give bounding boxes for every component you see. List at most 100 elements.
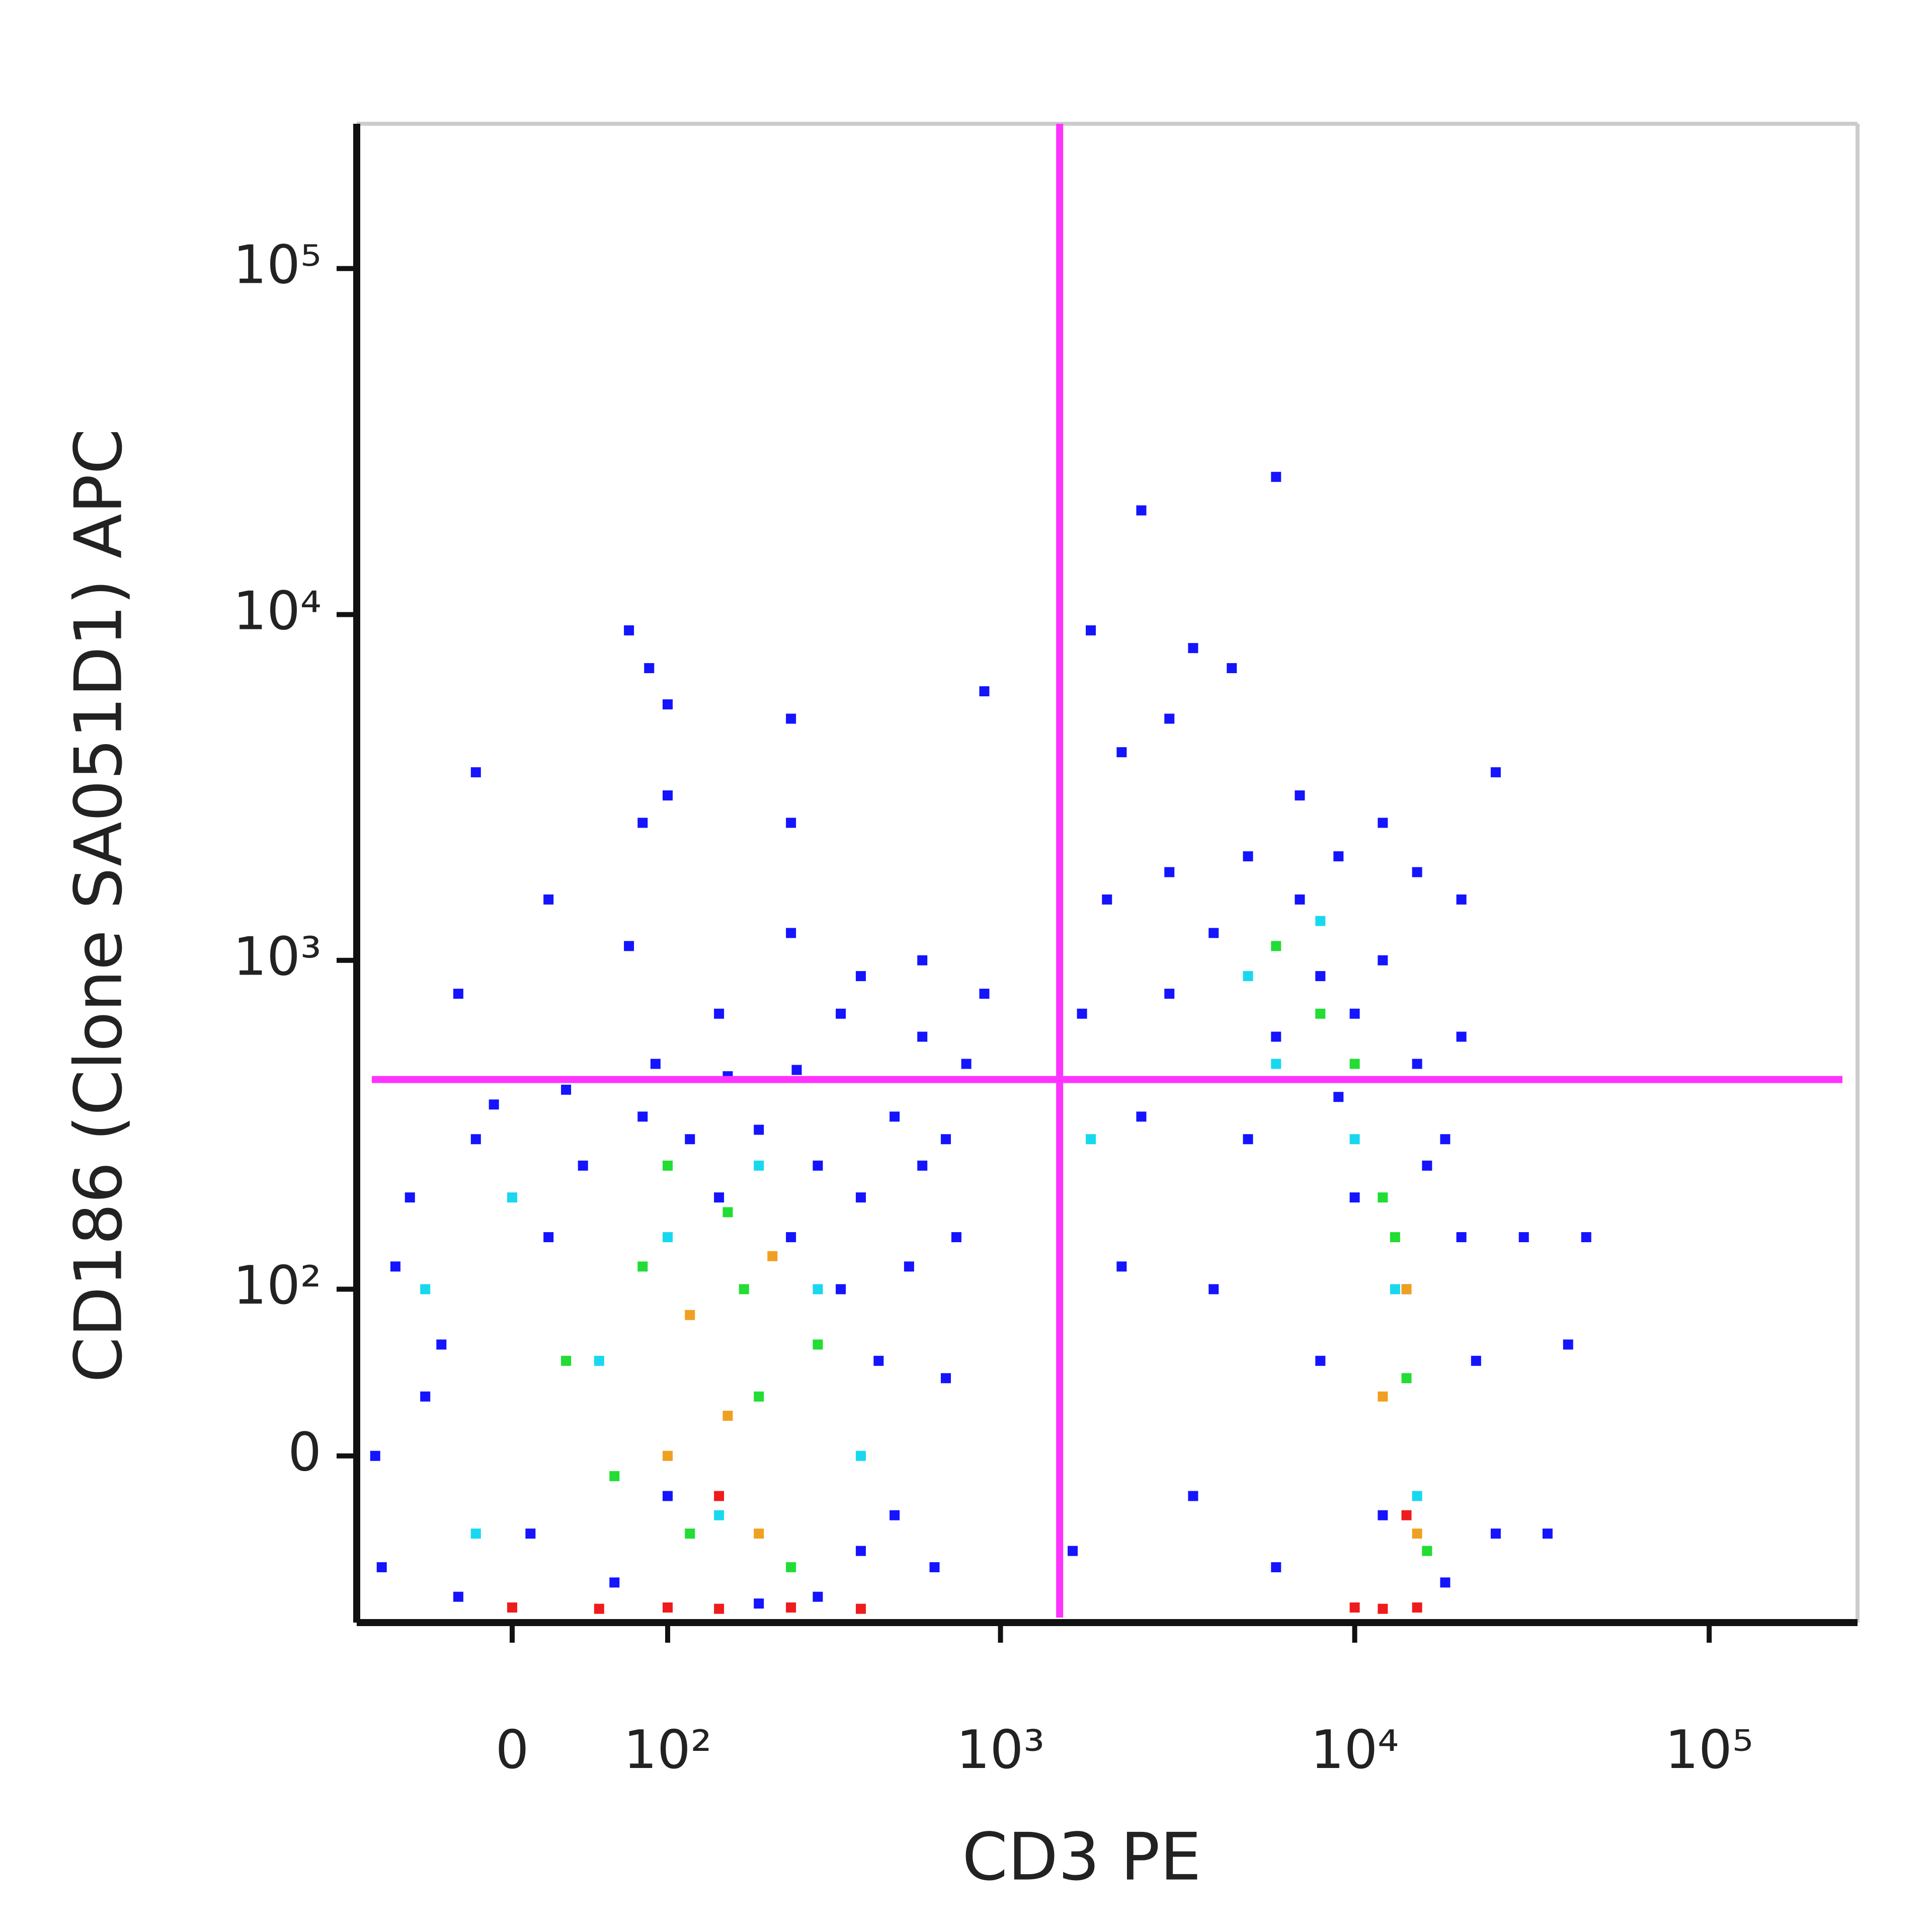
point (453, 1591, 463, 1602)
point (1295, 790, 1305, 800)
point (904, 1261, 914, 1272)
point (722, 1410, 733, 1421)
point (624, 941, 634, 951)
point (1390, 1284, 1400, 1295)
point (714, 1008, 725, 1019)
point (470, 1134, 481, 1145)
point (390, 1261, 400, 1272)
point (609, 1577, 620, 1588)
point (1349, 1134, 1360, 1145)
point (1401, 1510, 1412, 1520)
point (1086, 1134, 1096, 1145)
point (663, 699, 673, 709)
point (786, 1232, 796, 1242)
point (1412, 1059, 1422, 1069)
point (1271, 941, 1281, 951)
point (578, 1160, 588, 1171)
point (663, 1451, 673, 1461)
point (1518, 1232, 1529, 1242)
point (1378, 955, 1388, 965)
point (525, 1528, 536, 1539)
point (1456, 1031, 1467, 1042)
point (663, 1232, 673, 1242)
point (836, 1008, 846, 1019)
point (979, 686, 990, 697)
point (1333, 1092, 1344, 1102)
point (714, 1192, 725, 1203)
point (663, 1160, 673, 1171)
point (1315, 1355, 1326, 1366)
point (1456, 894, 1467, 905)
point (1271, 1562, 1281, 1573)
point (470, 1528, 481, 1539)
point (1243, 851, 1253, 862)
point (786, 1602, 796, 1613)
point (609, 1471, 620, 1481)
point (1378, 1510, 1388, 1520)
point (917, 1160, 928, 1171)
point (1378, 1192, 1388, 1203)
point (1349, 1008, 1360, 1019)
point (637, 1111, 648, 1122)
point (1456, 1232, 1467, 1242)
point (507, 1602, 518, 1613)
point (685, 1310, 695, 1320)
point (543, 894, 554, 905)
point (890, 1111, 900, 1122)
point (1243, 1134, 1253, 1145)
point (1136, 505, 1147, 516)
point (855, 1192, 866, 1203)
point (813, 1339, 823, 1350)
point (453, 989, 463, 999)
point (663, 1602, 673, 1613)
point (1315, 971, 1326, 982)
point (685, 1134, 695, 1145)
point (1164, 989, 1175, 999)
point (1440, 1577, 1451, 1588)
y-tick-label: 10² (233, 1255, 321, 1316)
point (1243, 971, 1253, 982)
point (836, 1284, 846, 1295)
point (644, 663, 655, 673)
point (890, 1510, 900, 1520)
point (940, 1134, 951, 1145)
point (436, 1339, 447, 1350)
point (1422, 1160, 1432, 1171)
point (1068, 1546, 1078, 1556)
point (754, 1124, 764, 1135)
point (951, 1232, 961, 1242)
point (1401, 1373, 1412, 1384)
point (1390, 1232, 1400, 1242)
point (1563, 1339, 1573, 1350)
point (1209, 928, 1219, 938)
point (405, 1192, 415, 1203)
point (1333, 851, 1344, 862)
point (1401, 1284, 1412, 1295)
x-axis-label: CD3 PE (962, 1819, 1201, 1895)
point (767, 1251, 778, 1261)
point (1490, 767, 1501, 777)
x-tick-label: 10² (623, 1719, 712, 1781)
point (1412, 1602, 1422, 1613)
x-tick-label: 0 (496, 1719, 529, 1781)
point (754, 1598, 764, 1609)
point (663, 1491, 673, 1501)
point (1271, 1031, 1281, 1042)
point (813, 1160, 823, 1171)
point (1164, 713, 1175, 724)
point (561, 1355, 572, 1366)
point (594, 1603, 604, 1614)
point (1102, 894, 1112, 905)
point (1188, 643, 1198, 654)
point (624, 625, 634, 635)
point (1349, 1059, 1360, 1069)
point (1378, 1391, 1388, 1402)
point (754, 1528, 764, 1539)
point (929, 1562, 940, 1573)
point (786, 1562, 796, 1573)
point (786, 928, 796, 938)
point (637, 818, 648, 828)
x-tick-label: 10⁵ (1665, 1719, 1753, 1781)
point (561, 1084, 572, 1095)
point (594, 1355, 604, 1366)
